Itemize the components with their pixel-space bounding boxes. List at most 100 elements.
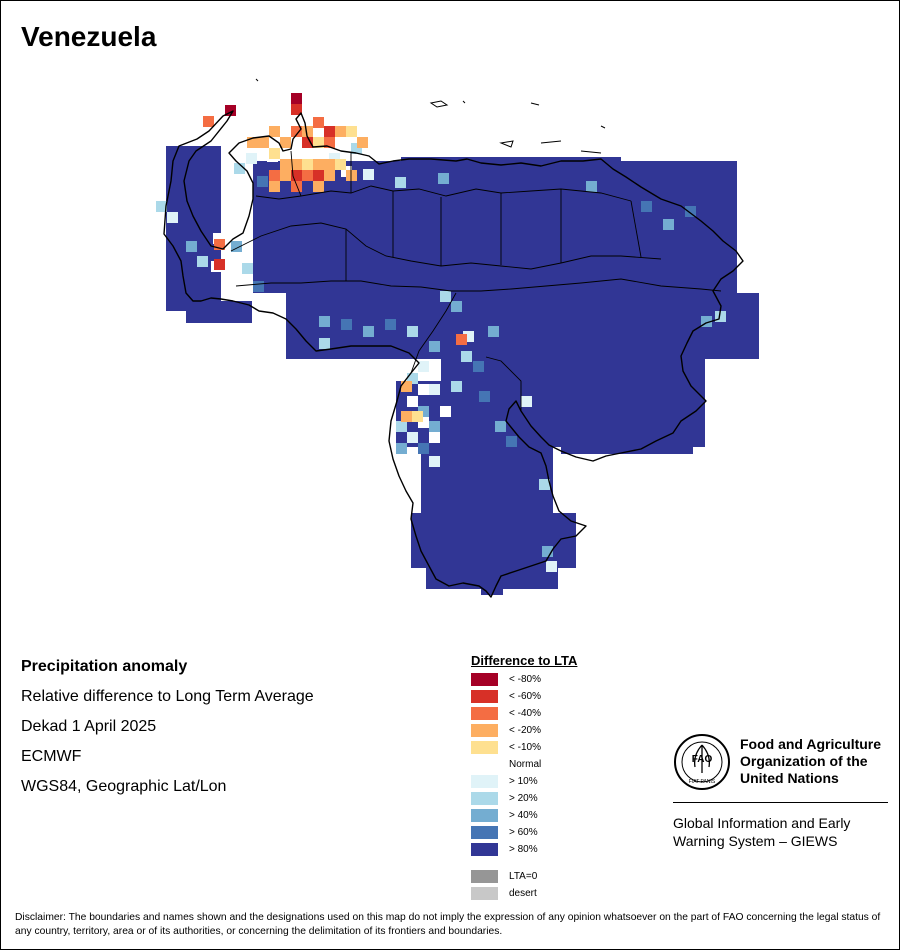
anomaly-cell — [275, 238, 286, 249]
anomaly-cell — [583, 432, 594, 443]
anomaly-cell — [426, 567, 437, 578]
anomaly-cell — [481, 584, 492, 595]
anomaly-cell — [605, 315, 616, 326]
anomaly-cell — [668, 362, 679, 373]
anomaly-cell — [573, 359, 584, 370]
anomaly-cell — [528, 183, 539, 194]
anomaly-cell — [693, 315, 704, 326]
anomaly-cell — [536, 567, 547, 578]
anomaly-cell — [319, 348, 330, 359]
anomaly-cell — [543, 524, 554, 535]
anomaly-cell — [374, 216, 385, 227]
anomaly-cell — [522, 168, 533, 179]
anomaly-cell — [605, 337, 616, 348]
anomaly-cell — [437, 578, 448, 589]
anomaly-cell — [210, 146, 221, 157]
anomaly-cell — [253, 281, 264, 292]
anomaly-cell — [649, 326, 660, 337]
anomaly-cell — [540, 370, 551, 381]
anomaly-cell — [496, 414, 507, 425]
anomaly-cell — [241, 301, 252, 312]
anomaly-cell — [462, 183, 473, 194]
anomaly-cell — [693, 304, 704, 315]
anomaly-cell — [291, 104, 302, 115]
anomaly-cell — [484, 205, 495, 216]
anomaly-cell — [412, 168, 423, 179]
anomaly-cell — [668, 395, 679, 406]
anomaly-cell — [433, 557, 444, 568]
anomaly-cell — [484, 227, 495, 238]
anomaly-cell — [517, 216, 528, 227]
anomaly-cell — [396, 436, 407, 447]
anomaly-cell — [639, 370, 650, 381]
anomaly-cell — [495, 216, 506, 227]
anomaly-cell — [210, 278, 221, 289]
anomaly-cell — [484, 216, 495, 227]
anomaly-cell — [208, 301, 219, 312]
anomaly-cell — [495, 249, 506, 260]
anomaly-cell — [561, 271, 572, 282]
anomaly-cell — [324, 137, 335, 148]
anomaly-cell — [518, 381, 529, 392]
anomaly-cell — [583, 216, 594, 227]
anomaly-cell — [429, 403, 440, 414]
anomaly-cell — [627, 337, 638, 348]
anomaly-cell — [385, 205, 396, 216]
anomaly-cell — [476, 491, 487, 502]
anomaly-cell — [363, 227, 374, 238]
anomaly-cell — [650, 403, 661, 414]
fao-organization-name: Food and Agriculture Organization of the… — [740, 736, 882, 786]
anomaly-cell — [668, 373, 679, 384]
anomaly-cell — [484, 260, 495, 271]
anomaly-cell — [473, 304, 484, 315]
anomaly-cell — [649, 421, 660, 432]
anomaly-cell — [275, 216, 286, 227]
anomaly-cell — [561, 421, 572, 432]
anomaly-cell — [566, 157, 577, 168]
anomaly-cell — [286, 348, 297, 359]
anomaly-cell — [484, 337, 495, 348]
anomaly-cell — [562, 381, 573, 392]
anomaly-cell — [308, 249, 319, 260]
anomaly-cell — [177, 256, 188, 267]
anomaly-cell — [230, 301, 241, 312]
anomaly-cell — [539, 326, 550, 337]
anomaly-cell — [649, 304, 660, 315]
anomaly-cell — [418, 194, 429, 205]
map-model: ECMWF — [21, 748, 82, 765]
anomaly-cell — [465, 447, 476, 458]
anomaly-cell — [341, 304, 352, 315]
anomaly-cell — [188, 190, 199, 201]
anomaly-cell — [177, 278, 188, 289]
legend-swatch — [471, 843, 498, 856]
anomaly-cell — [542, 502, 553, 513]
anomaly-cell — [682, 432, 693, 443]
anomaly-cell — [539, 216, 550, 227]
anomaly-cell — [451, 348, 462, 359]
legend-label: < -10% — [509, 742, 541, 753]
disclaimer: Disclaimer: The boundaries and names sho… — [15, 912, 881, 937]
anomaly-cell — [554, 524, 565, 535]
anomaly-cell — [704, 205, 715, 216]
map-projection: WGS84, Geographic Lat/Lon — [21, 778, 227, 795]
anomaly-cell — [374, 293, 385, 304]
anomaly-cell — [433, 513, 444, 524]
anomaly-cell — [444, 546, 455, 557]
anomaly-cell — [529, 414, 540, 425]
anomaly-cell — [605, 194, 616, 205]
anomaly-cell — [671, 304, 682, 315]
anomaly-cell — [606, 414, 617, 425]
anomaly-cell — [584, 392, 595, 403]
anomaly-cell — [528, 227, 539, 238]
anomaly-cell — [588, 168, 599, 179]
anomaly-cell — [389, 335, 400, 346]
anomaly-cell — [748, 293, 759, 304]
anomaly-cell — [682, 443, 693, 454]
anomaly-cell — [572, 271, 583, 282]
anomaly-cell — [253, 205, 264, 216]
anomaly-cell — [555, 168, 566, 179]
anomaly-cell — [660, 271, 671, 282]
anomaly-cell — [473, 194, 484, 205]
anomaly-cell — [671, 315, 682, 326]
anomaly-cell — [594, 238, 605, 249]
